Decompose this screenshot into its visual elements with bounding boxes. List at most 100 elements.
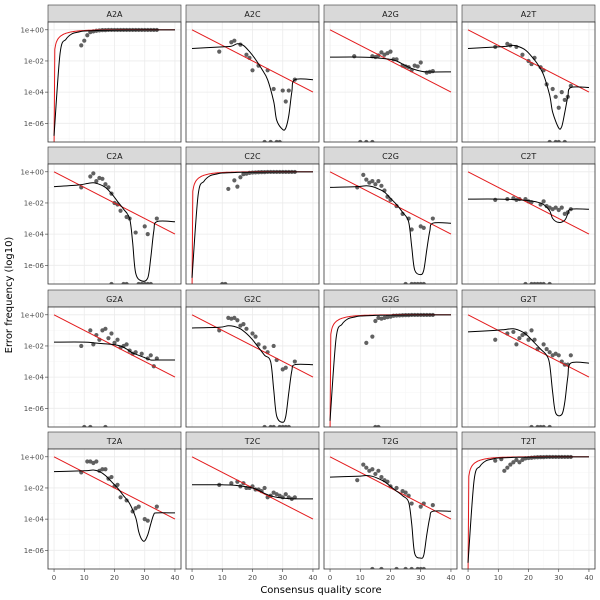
facet-a2g: A2G <box>323 4 458 143</box>
data-point <box>115 482 120 487</box>
data-point <box>283 365 288 370</box>
data-point <box>229 481 234 486</box>
data-point <box>103 326 108 331</box>
x-tick-label: 20 <box>110 574 119 582</box>
data-point <box>262 139 267 142</box>
data-point <box>562 97 567 103</box>
panel-grid <box>48 449 181 569</box>
facet-strip-label: C2T <box>521 152 537 161</box>
x-tick-label: 20 <box>386 574 395 582</box>
y-tick-label: 1e+00 <box>20 453 44 461</box>
panel-border <box>185 163 320 285</box>
x-tick-label: 30 <box>416 574 425 582</box>
data-point <box>262 424 267 427</box>
data-point <box>106 185 111 190</box>
panel-plot <box>467 314 590 427</box>
data-point <box>244 326 249 331</box>
data-point <box>103 424 108 427</box>
data-point <box>124 498 129 503</box>
nominal-error-line <box>329 171 452 235</box>
data-point <box>85 459 90 464</box>
x-tick-label: 0 <box>328 574 332 582</box>
panel-grid <box>48 22 181 142</box>
panel-grid <box>324 307 457 427</box>
panel-border <box>323 163 458 285</box>
data-point <box>553 205 558 210</box>
facet-g2g: G2G <box>323 289 458 428</box>
data-point <box>292 359 297 364</box>
data-point <box>292 495 297 500</box>
data-point <box>508 462 513 467</box>
y-tick-label: 1e+00 <box>20 311 44 319</box>
data-point <box>94 179 99 184</box>
facet-g2a: G2A 1e+00 1e-02 1e-04 1e-06 <box>20 289 182 428</box>
data-point <box>154 356 159 361</box>
data-point <box>409 501 414 506</box>
data-point <box>283 99 288 104</box>
data-point <box>379 50 384 55</box>
data-point <box>109 281 114 284</box>
data-point <box>388 49 393 54</box>
data-point <box>82 38 87 43</box>
data-point <box>514 457 519 463</box>
panel-border <box>323 21 458 143</box>
data-point <box>526 337 531 342</box>
data-point <box>88 424 93 427</box>
data-point <box>403 566 408 569</box>
data-point <box>280 495 285 500</box>
fitted-error-line <box>53 29 175 136</box>
y-tick-label: 1e-02 <box>24 199 44 207</box>
data-point <box>253 334 258 339</box>
data-point <box>541 281 546 284</box>
x-tick-label: 10 <box>218 574 227 582</box>
data-point <box>271 343 276 349</box>
panel-border <box>461 21 596 143</box>
data-point <box>361 462 366 467</box>
data-point <box>403 490 408 495</box>
data-point <box>154 504 159 509</box>
data-point <box>379 474 384 480</box>
data-point <box>88 174 93 179</box>
data-point <box>529 328 534 333</box>
y-tick-label: 1e-04 <box>24 89 45 97</box>
data-point <box>511 329 516 335</box>
data-point <box>100 467 105 472</box>
data-point <box>493 337 498 342</box>
data-point <box>100 176 105 181</box>
data-point <box>88 328 93 333</box>
data-point <box>91 171 96 176</box>
y-tick-label: 1e-02 <box>24 342 44 350</box>
data-point <box>550 86 555 92</box>
data-point <box>544 346 549 352</box>
nominal-error-line <box>53 314 176 378</box>
data-point <box>547 139 552 142</box>
y-tick-label: 1e-04 <box>24 516 45 524</box>
panel-grid <box>186 22 319 142</box>
x-tick-label: 30 <box>140 574 149 582</box>
y-tick-label: 1e-06 <box>24 405 45 413</box>
facet-g2t: G2T <box>461 289 596 428</box>
x-tick-label: 30 <box>554 574 563 582</box>
data-point <box>232 38 237 43</box>
panel-plot <box>329 312 451 427</box>
facet-a2a: A2A 1e+00 1e-02 1e-04 1e-06 <box>20 4 182 143</box>
data-point <box>547 350 552 355</box>
panel-plot <box>191 314 314 427</box>
data-point <box>418 504 423 509</box>
data-point <box>370 179 375 184</box>
panel-plot <box>191 169 313 284</box>
data-point <box>109 331 114 336</box>
data-point <box>79 43 84 48</box>
data-point <box>364 177 369 182</box>
data-point <box>376 468 381 473</box>
x-tick-label: 10 <box>356 574 365 582</box>
x-tick-label: 40 <box>446 574 455 582</box>
x-tick-label: 20 <box>248 574 257 582</box>
data-point <box>553 94 558 99</box>
data-point <box>541 199 546 204</box>
data-point <box>421 281 426 284</box>
data-point <box>364 340 369 345</box>
data-point <box>358 139 363 142</box>
panel-border <box>185 306 320 428</box>
